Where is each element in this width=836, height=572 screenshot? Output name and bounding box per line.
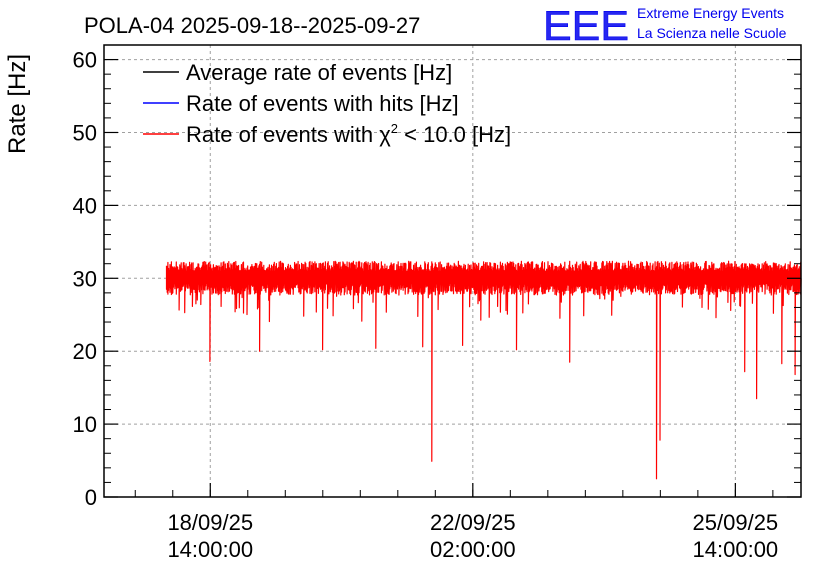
x-tick-label-date: 22/09/25 (430, 510, 516, 535)
y-tick-label: 50 (73, 120, 97, 145)
eee-logo-line1: Extreme Energy Events (637, 5, 784, 21)
eee-logo-mark: EEE (543, 2, 629, 49)
y-tick-label: 40 (73, 193, 97, 218)
legend-label-average: Average rate of events [Hz] (186, 60, 452, 85)
eee-logo-line2: La Scienza nelle Scuole (637, 25, 787, 41)
y-tick-label: 0 (85, 485, 97, 510)
series-area (165, 260, 802, 480)
y-axis: 0 10 20 30 40 50 60 (73, 44, 801, 510)
x-tick-label-time: 14:00:00 (167, 537, 253, 562)
y-axis-label: Rate [Hz] (4, 54, 31, 154)
y-tick-label: 60 (73, 48, 97, 73)
x-axis: 18/09/2514:00:0022/09/2502:00:0025/09/25… (134, 483, 779, 562)
x-tick-label-time: 14:00:00 (693, 537, 779, 562)
legend-label-hits: Rate of events with hits [Hz] (186, 91, 459, 116)
plot-frame (103, 44, 802, 498)
x-tick-label-time: 02:00:00 (430, 537, 516, 562)
y-tick-label: 30 (73, 266, 97, 291)
x-tick-label-date: 25/09/25 (693, 510, 779, 535)
legend-label-chi2: Rate of events with χ2 < 10.0 [Hz] (186, 121, 511, 147)
series-chi2-line (165, 260, 802, 480)
chart-title: POLA-04 2025-09-18--2025-09-27 (84, 13, 420, 38)
eee-logo: EEE Extreme Energy Events La Scienza nel… (543, 2, 787, 50)
y-tick-label: 10 (73, 412, 97, 437)
x-tick-label-date: 18/09/25 (167, 510, 253, 535)
y-tick-label: 20 (73, 339, 97, 364)
legend: Average rate of events [Hz] Rate of even… (143, 60, 511, 147)
